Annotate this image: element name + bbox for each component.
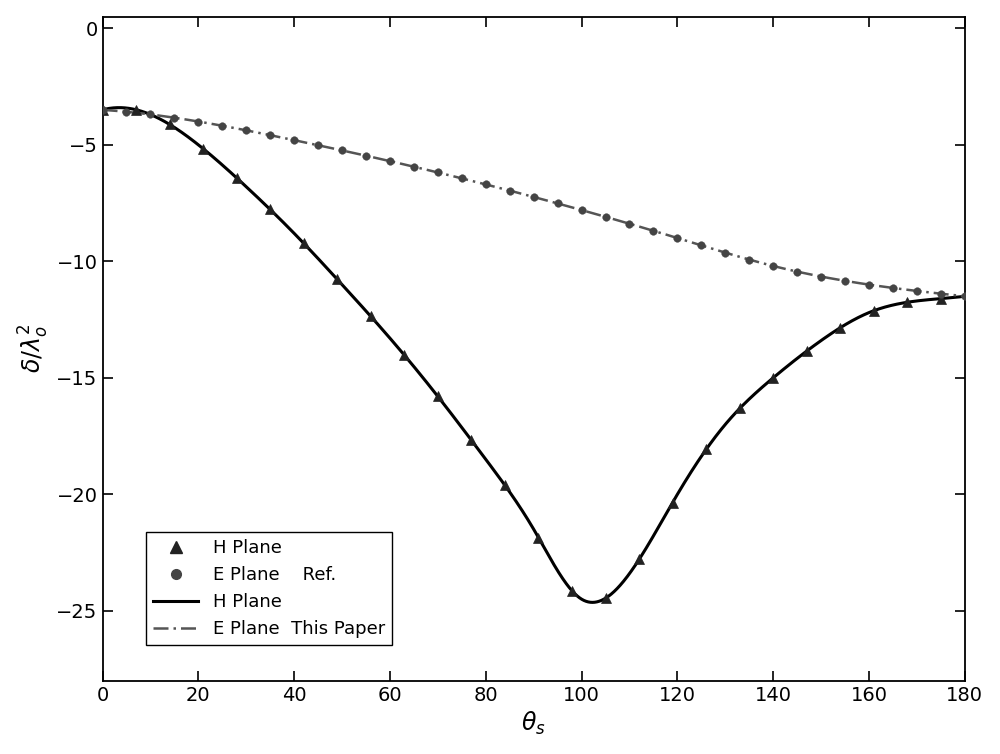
X-axis label: $\theta_s$: $\theta_s$ [521,710,546,737]
Legend: H Plane, E Plane    Ref., H Plane, E Plane  This Paper: H Plane, E Plane Ref., H Plane, E Plane … [146,532,392,645]
Y-axis label: $\delta/\lambda_o^2$: $\delta/\lambda_o^2$ [17,324,51,373]
